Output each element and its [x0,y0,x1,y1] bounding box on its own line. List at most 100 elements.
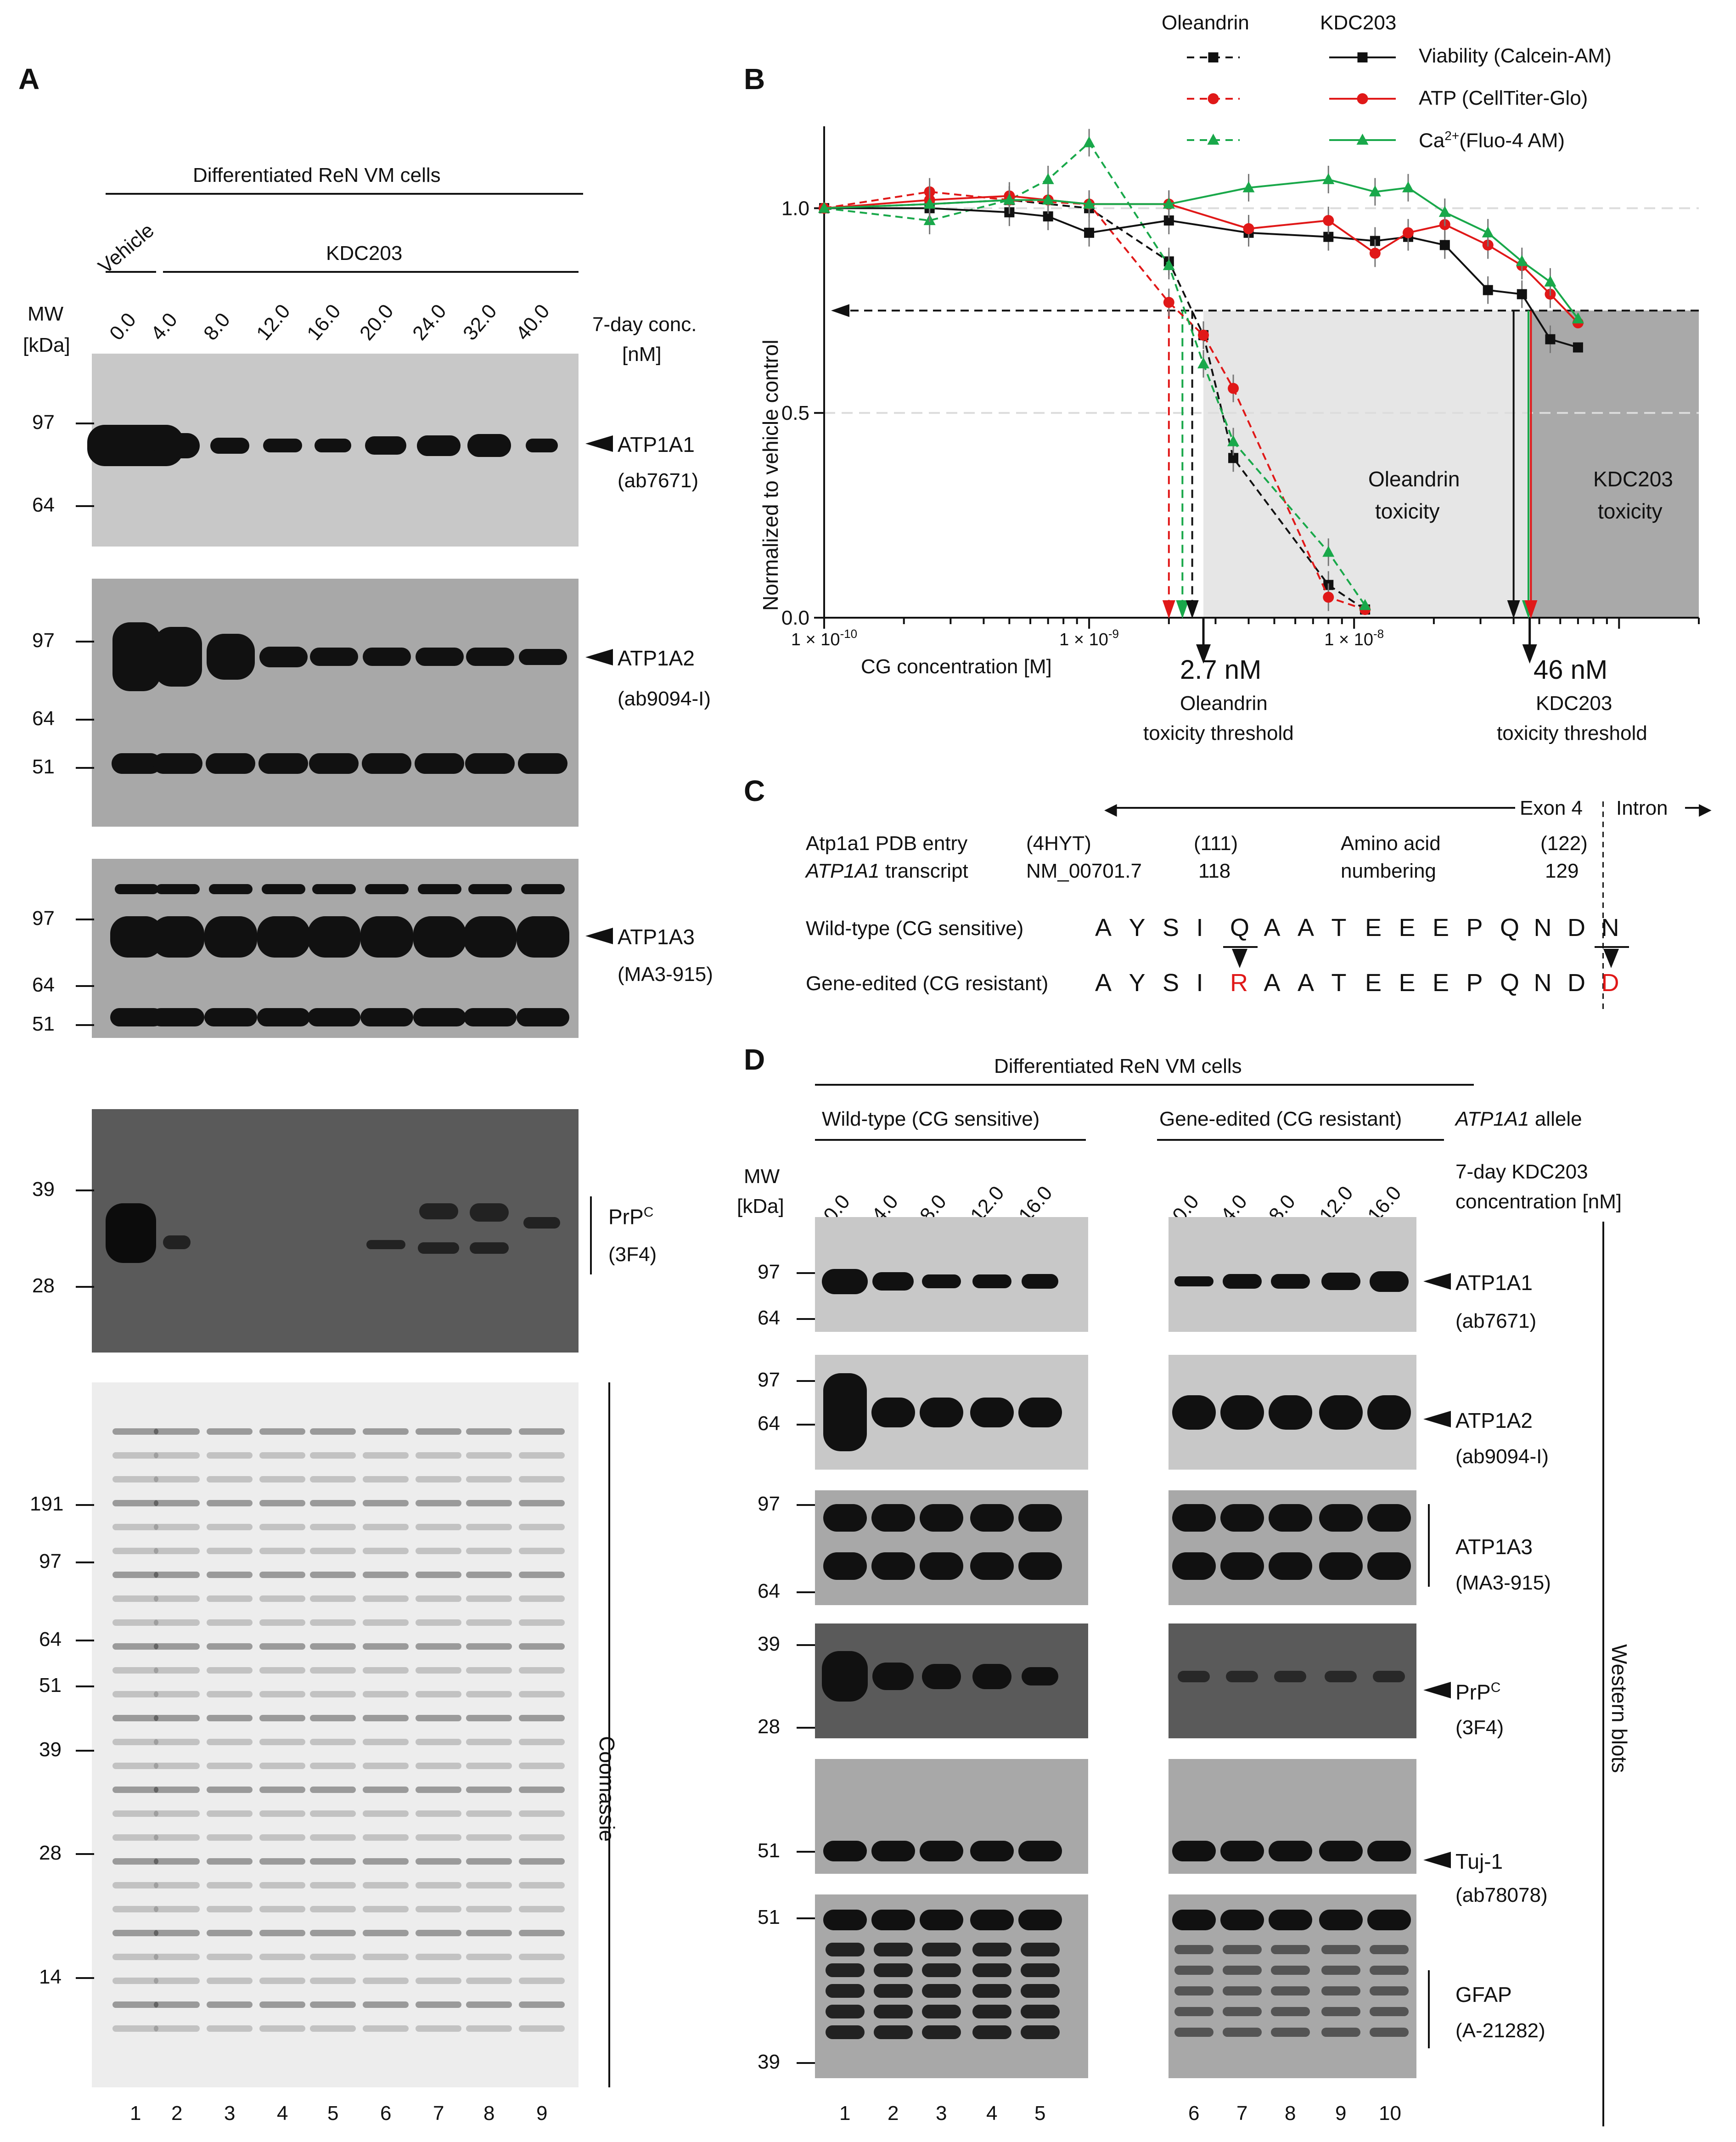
band [366,1240,405,1249]
gel-band [416,1858,461,1865]
panel-d-letter: D [744,1043,765,1076]
western-blots-label: Western blots [1607,1644,1631,1773]
gel-band [363,1906,409,1912]
band [970,1909,1014,1930]
allele-label: ATP1A1 allele [1455,1108,1582,1130]
legend-label-atp: ATP (CellTiter-Glo) [1419,87,1588,109]
band [1222,1274,1262,1289]
series-line [824,191,1365,611]
legend-marker [1356,134,1369,145]
gel-band [154,1524,200,1530]
band [360,1008,413,1026]
band [413,916,466,958]
gel-band [519,1500,565,1506]
gel-band [310,1930,356,1936]
band [1369,1271,1409,1292]
data-point [1402,181,1414,192]
data-point [1483,285,1493,295]
gel-band [466,1906,512,1912]
band [921,1943,961,1956]
gel-band [466,1595,512,1602]
d-clone: (MA3-915) [1455,1572,1551,1594]
ge-residue: E [1365,969,1382,997]
arrow-left-icon [831,304,849,317]
gel-marker: 51 [39,1674,62,1697]
d-lane-number: 5 [1034,2102,1046,2125]
gel-band [154,1763,200,1769]
data-point [923,197,936,209]
band [1222,1986,1262,1995]
gel-band [363,1763,409,1769]
d-mw-label: MW [744,1165,780,1188]
gel-band [310,1882,356,1888]
band [517,1008,569,1026]
data-point [1517,289,1527,299]
band [873,1963,913,1977]
ge-residue: A [1298,969,1315,997]
band [1321,1273,1360,1290]
legend-marker [1357,52,1368,62]
tx-n1: 118 [1198,860,1231,882]
band [310,648,358,666]
band [873,2025,913,2039]
aa-l1: Amino acid [1341,832,1441,855]
wt-residue: T [1331,914,1347,941]
gel-band [310,2001,356,2008]
gel-band [416,1667,461,1674]
gel-band [112,1858,158,1865]
band [972,1963,1011,1977]
gel-band [154,1548,200,1554]
wt-label: Wild-type (CG sensitive) [806,917,1024,940]
gel-band [416,1787,461,1793]
gel-marker: 39 [39,1738,62,1761]
ole-ca-drop-head [1176,600,1189,619]
gel-marker: 64 [39,1628,62,1651]
ge-residue: D [1567,969,1585,997]
band [970,1397,1014,1427]
gel-band [310,1691,356,1697]
gel-band [363,1428,409,1435]
gel-band [154,1882,200,1888]
band [363,648,411,666]
gel-band [363,1667,409,1674]
gel-band [112,1763,158,1769]
band [919,1840,963,1861]
band [919,1397,963,1427]
data-point [1163,259,1175,271]
band [416,435,461,456]
band [1220,1395,1264,1430]
lane-number: 1 [130,2102,141,2125]
gel-band [154,1978,200,1984]
thr-ole-l2: toxicity threshold [1143,722,1294,744]
band [873,2005,913,2018]
gel-band [363,1834,409,1841]
d-lane-number: 6 [1188,2102,1200,2125]
band [1321,1966,1360,1975]
band [825,1963,865,1977]
oleandrin-toxicity-region [1203,310,1530,618]
band [467,434,511,457]
a-ab2: ATP1A2 [618,646,695,670]
band [825,2025,865,2039]
gel-band [207,1882,253,1888]
gel-band [259,2001,305,2008]
band [1020,1984,1060,1998]
gel-band [259,1452,305,1459]
gel-band [154,1787,200,1793]
d-mw-marker: 97 [758,1261,780,1283]
band [972,2025,1011,2039]
band [1174,2007,1214,2016]
gel-band [154,1476,200,1482]
band [1174,1945,1214,1954]
conc-unit: [nM] [622,343,662,366]
panel-a-letter: A [18,62,40,96]
data-point [1516,255,1528,266]
band [823,1552,867,1580]
band [1018,1909,1062,1930]
gel-band [112,1930,158,1936]
band [360,916,413,958]
gel-band [416,1930,461,1936]
gel-band [259,2025,305,2032]
gel-band [207,2001,253,2008]
